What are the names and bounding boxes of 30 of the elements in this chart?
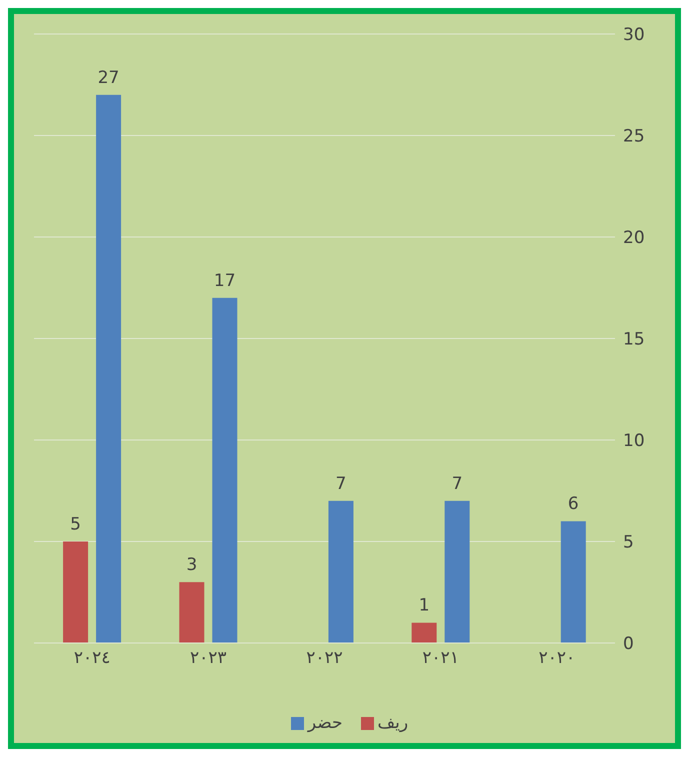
data-label: 7: [452, 474, 463, 494]
data-label: 3: [186, 555, 198, 576]
x-tick-label: ٢٠٢٤: [74, 648, 110, 668]
data-label: 6: [568, 494, 579, 514]
bar: [412, 622, 437, 643]
bar: [212, 298, 238, 643]
data-label: 7: [336, 474, 346, 494]
data-label: 5: [70, 514, 81, 534]
bar: [328, 500, 354, 643]
legend-label: ريف: [378, 713, 408, 733]
x-tick-label: ٢٠٢٠: [538, 648, 576, 668]
legend-label: حضر: [308, 713, 343, 733]
data-label: 1: [418, 596, 430, 616]
y-tick-label: 10: [623, 431, 645, 452]
x-tick-label: ٢٠٢٣: [190, 648, 227, 668]
bar: [444, 500, 470, 643]
y-tick-label: 20: [623, 228, 645, 248]
data-label: 17: [214, 270, 236, 291]
bar: [96, 94, 122, 643]
bar: [63, 542, 88, 643]
y-tick-label: 15: [623, 330, 645, 350]
y-tick-label: 30: [623, 25, 645, 46]
bar: [179, 582, 204, 643]
x-tick-label: ٢٠٢١: [422, 648, 459, 668]
y-tick-label: 5: [623, 532, 634, 553]
x-tick-label: ٢٠٢٢: [306, 648, 343, 668]
y-tick-label: 25: [623, 126, 645, 147]
y-tick-label: 0: [623, 634, 634, 654]
data-label: 27: [98, 68, 120, 88]
bar: [560, 521, 586, 643]
